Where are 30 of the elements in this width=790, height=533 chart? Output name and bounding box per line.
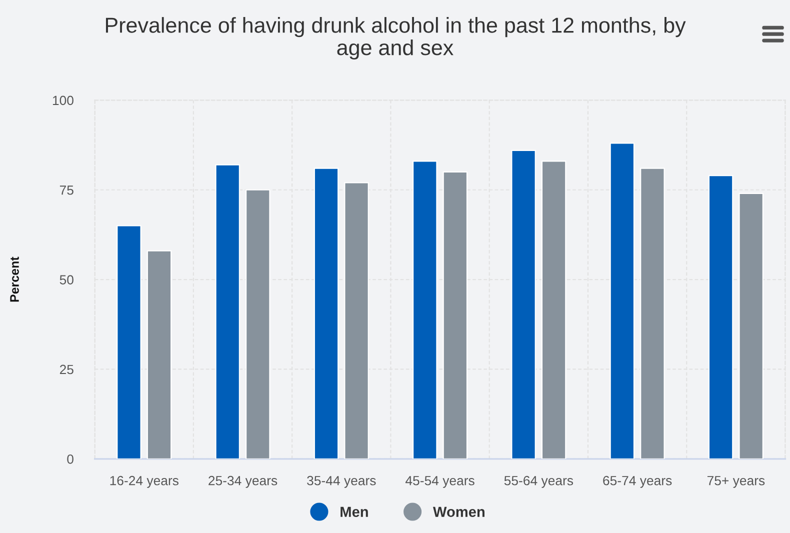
bar [640, 168, 665, 459]
bar [215, 164, 240, 459]
y-tick-label: 100 [52, 96, 74, 106]
bar [511, 150, 536, 459]
bar [412, 160, 438, 459]
bar [246, 189, 270, 459]
y-tick-label: 50 [60, 275, 74, 284]
legend-label: Women [432, 506, 484, 517]
x-tick-label: 16-24 years [110, 476, 178, 488]
bar [708, 174, 734, 459]
bar [610, 142, 635, 459]
chart-title: Prevalence of having drunk alcohol in the past 12 months, by age and sex [106, 17, 686, 60]
bar [541, 160, 566, 459]
bar [314, 168, 339, 459]
legend-label: Men [340, 506, 368, 517]
x-tick-label: 75+ years [707, 476, 765, 488]
bar [146, 250, 172, 459]
y-tick-label: 0 [67, 454, 74, 464]
bar [344, 182, 369, 459]
x-tick-label: 35-44 years [307, 476, 376, 488]
bar [116, 225, 142, 459]
x-tick-label: 55-64 years [504, 476, 574, 488]
y-tick-label: 75 [60, 186, 74, 195]
bar [738, 192, 764, 459]
bar [442, 171, 468, 459]
y-tick-label: 25 [60, 364, 74, 374]
x-tick-label: 25-34 years [208, 476, 278, 488]
x-tick-label: 65-74 years [603, 476, 672, 488]
x-tick-label: 45-54 years [406, 476, 474, 488]
y-axis-title: Percent [10, 256, 19, 302]
